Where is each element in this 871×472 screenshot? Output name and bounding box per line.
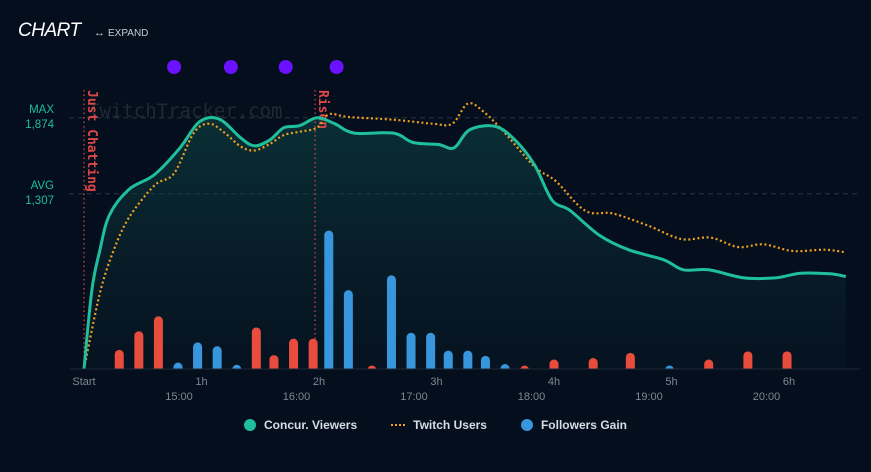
followers-bar[interactable]: [153, 316, 163, 369]
category-markers: Just Chatting Risen: [83, 90, 330, 369]
x-tick-clock: 16:00: [283, 391, 311, 403]
legend-label-twitch-users: Twitch Users: [413, 418, 487, 432]
followers-bar[interactable]: [343, 290, 353, 369]
x-tick-elapsed: 6h: [783, 376, 795, 388]
followers-bar[interactable]: [134, 331, 144, 369]
x-tick-clock: 15:00: [165, 391, 193, 403]
followers-bar[interactable]: [463, 350, 473, 369]
followers-bar[interactable]: [588, 358, 598, 369]
legend-item-followers-gain[interactable]: Followers Gain: [520, 418, 627, 432]
legend-item-twitch-users[interactable]: Twitch Users: [391, 418, 487, 432]
horizontal-arrows-icon: ↔: [94, 27, 105, 39]
followers-bar[interactable]: [500, 364, 510, 369]
x-tick-elapsed: 4h: [548, 376, 560, 388]
followers-bar[interactable]: [308, 338, 318, 369]
followers-bar[interactable]: [406, 332, 416, 369]
viewers-area: [84, 117, 846, 370]
max-label: MAX: [29, 104, 54, 116]
event-dots: [167, 60, 344, 74]
avg-label: AVG: [30, 180, 54, 192]
chart-title: CHART: [18, 20, 81, 41]
x-tick-clock: 19:00: [635, 391, 663, 403]
legend: Concur. Viewers Twitch Users Followers G…: [0, 418, 871, 432]
x-tick-elapsed: 2h: [313, 376, 325, 388]
viewers-dot-icon: [244, 419, 256, 431]
followers-bar[interactable]: [549, 359, 559, 369]
category-marker-label: Just Chatting: [84, 90, 99, 192]
reference-lines: [69, 117, 860, 195]
legend-label-followers-gain: Followers Gain: [540, 418, 627, 432]
x-tick-elapsed: 3h: [430, 376, 442, 388]
followers-bar[interactable]: [212, 346, 222, 369]
followers-bar[interactable]: [251, 327, 261, 369]
followers-bar[interactable]: [426, 332, 436, 369]
followers-bar[interactable]: [269, 355, 279, 369]
followers-bar[interactable]: [704, 359, 714, 369]
followers-bar[interactable]: [782, 351, 792, 369]
followers-bar[interactable]: [193, 342, 203, 369]
followers-bars: [114, 230, 792, 370]
event-dot[interactable]: [167, 60, 182, 74]
twitch-users-line: [82, 102, 846, 370]
max-label-group: MAX 1,874: [25, 103, 54, 133]
followers-bar[interactable]: [173, 362, 183, 369]
watermark: TwitchTracker.com: [88, 100, 282, 122]
x-axis-ticks: Start 1h 2h 3h 4h 5h 6h 15:00 16:00 17:00 18:00 19:…: [72, 376, 795, 403]
followers-bar[interactable]: [386, 275, 396, 369]
avg-label-group: AVG 1,307: [25, 179, 54, 209]
event-dot[interactable]: [329, 60, 344, 74]
expand-label: EXPAND: [108, 27, 149, 39]
legend-item-viewers[interactable]: Concur. Viewers: [244, 418, 357, 432]
x-tick-clock: 20:00: [753, 391, 781, 403]
followers-dot-icon: [520, 419, 533, 431]
x-tick-elapsed: 5h: [665, 376, 677, 388]
x-tick-clock: 17:00: [400, 391, 428, 403]
max-value: 1,874: [25, 119, 54, 131]
legend-label-viewers: Concur. Viewers: [264, 418, 358, 432]
followers-bar[interactable]: [625, 352, 635, 369]
viewers-line: [82, 115, 847, 370]
followers-bar[interactable]: [480, 355, 490, 369]
followers-bar[interactable]: [743, 351, 753, 369]
expand-button[interactable]: ↔ EXPAND: [94, 27, 148, 39]
followers-bar[interactable]: [289, 338, 299, 369]
followers-bar[interactable]: [324, 230, 334, 370]
category-marker-label: Risen: [315, 90, 330, 129]
x-tick-elapsed: 1h: [195, 376, 207, 388]
event-dot[interactable]: [223, 60, 238, 74]
followers-bar[interactable]: [232, 364, 242, 370]
followers-bar[interactable]: [114, 349, 124, 369]
x-tick-elapsed: Start: [72, 376, 95, 388]
x-tick-clock: 18:00: [518, 391, 546, 403]
followers-bar[interactable]: [443, 350, 453, 369]
dotted-line-icon: [391, 424, 406, 426]
avg-value: 1,307: [25, 195, 54, 207]
event-dot[interactable]: [278, 60, 293, 74]
